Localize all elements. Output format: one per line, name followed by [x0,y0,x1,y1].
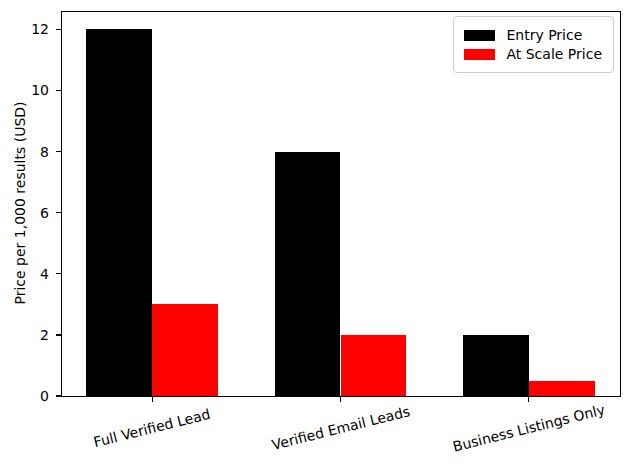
x-tick-mark [152,397,153,402]
legend-row: At Scale Price [464,46,602,62]
bar-entry-price [86,29,152,396]
y-tick-label: 0 [0,387,49,405]
y-tick-mark [56,273,61,274]
legend-label: At Scale Price [506,46,602,62]
y-tick-label: 10 [0,81,49,99]
y-tick-mark [56,334,61,335]
bar-chart-figure: Price per 1,000 results (USD) 024681012 … [0,0,630,470]
legend-swatch-entry-price [464,30,495,41]
y-tick-mark [56,90,61,91]
y-tick-mark [56,395,61,396]
y-tick-label: 2 [0,326,49,344]
x-tick-mark [528,397,529,402]
bar-at-scale-price [341,335,407,396]
y-tick-mark [56,212,61,213]
x-tick-mark [340,397,341,402]
legend-swatch-at-scale-price [464,49,495,60]
bar-at-scale-price [152,304,218,396]
y-tick-label: 6 [0,204,49,222]
y-tick-label: 4 [0,265,49,283]
y-tick-label: 8 [0,143,49,161]
y-tick-label: 12 [0,20,49,38]
y-tick-mark [56,29,61,30]
legend-label: Entry Price [506,27,582,43]
bar-at-scale-price [529,381,595,396]
legend: Entry Price At Scale Price [453,16,614,73]
bar-entry-price [275,152,341,396]
y-tick-mark [56,151,61,152]
legend-row: Entry Price [464,27,602,43]
